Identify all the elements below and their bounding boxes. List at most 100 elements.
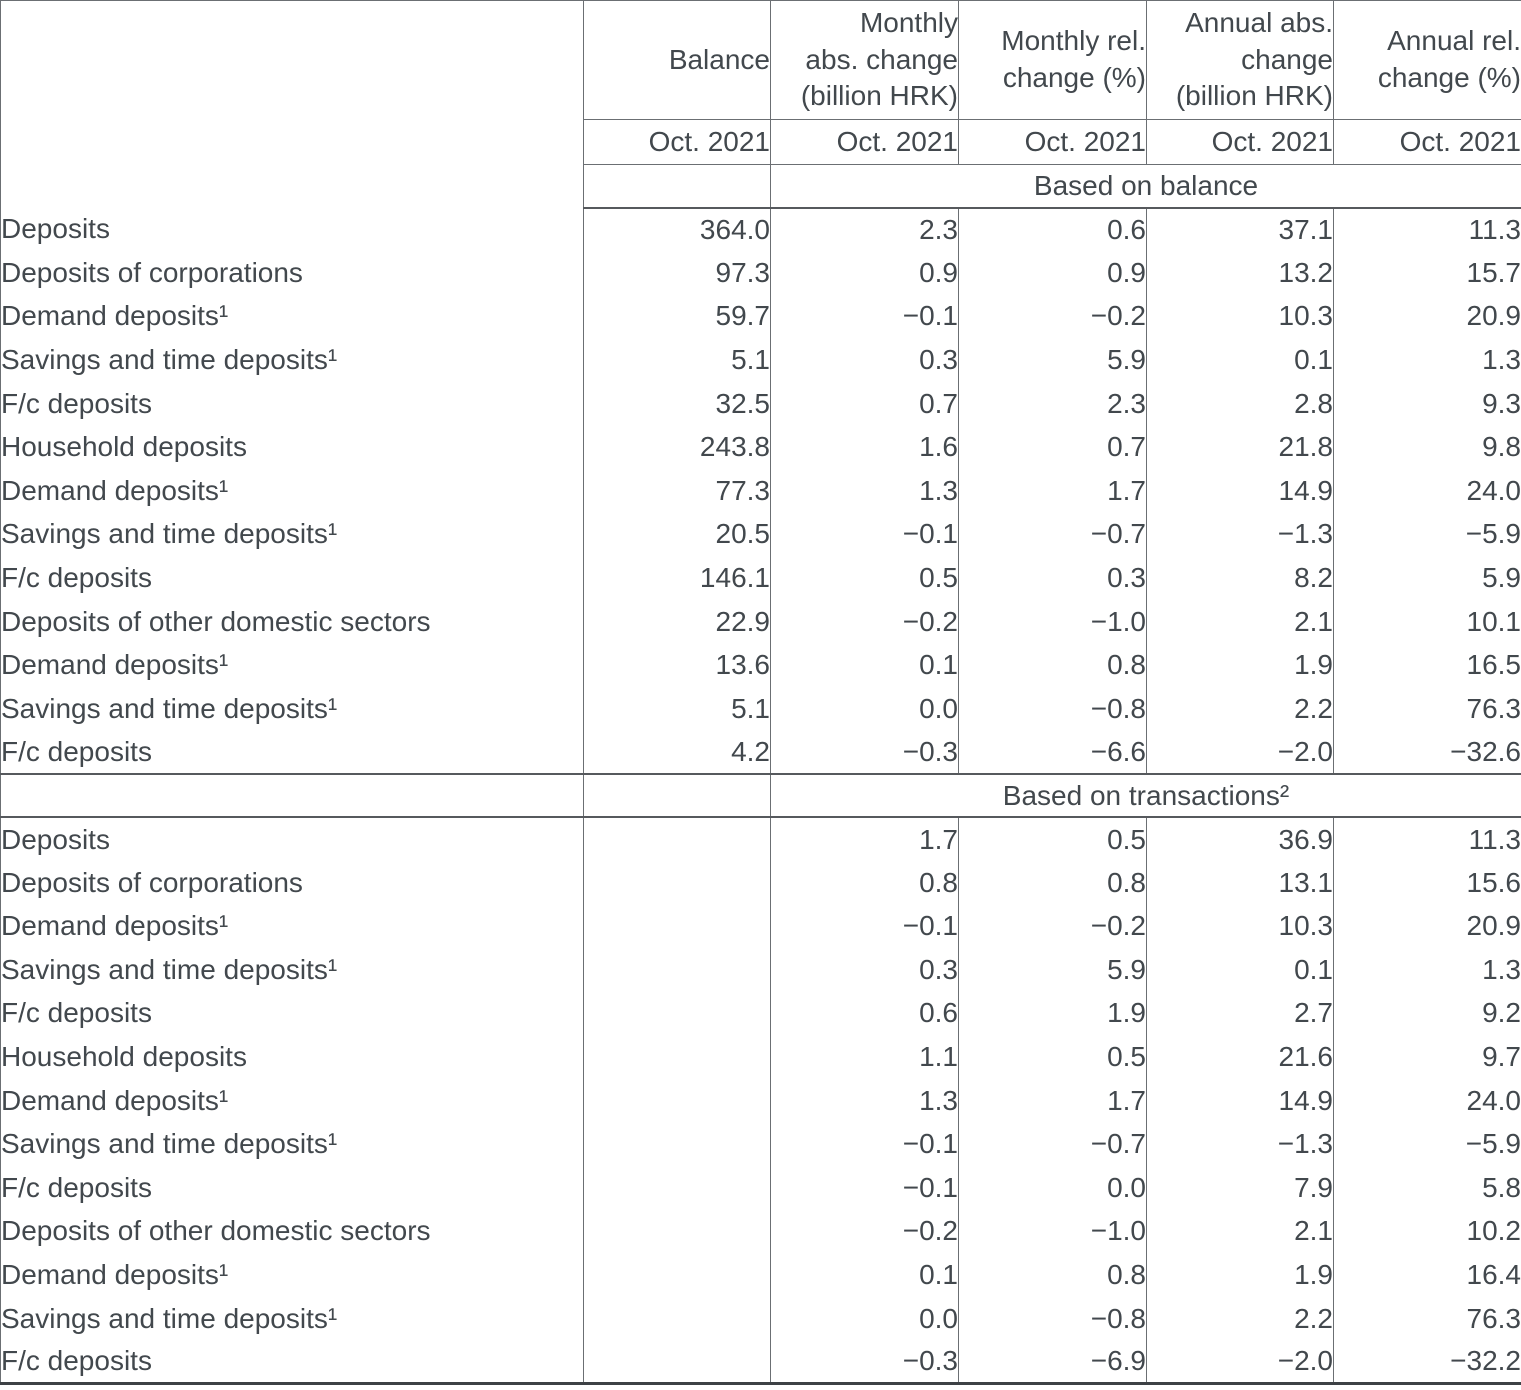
value-cell-annual-abs: 2.8 (1146, 381, 1334, 426)
value-cell-monthly-abs: −0.1 (770, 512, 959, 557)
value-cell-balance (583, 817, 771, 861)
value-cell-annual-rel: 24.0 (1333, 1078, 1521, 1123)
table-row: Deposits of corporations 0.8 0.8 13.1 15… (1, 860, 1521, 905)
table-row: Deposits of corporations 97.3 0.9 0.9 13… (1, 251, 1521, 295)
row-label: Demand deposits¹ (1, 300, 229, 332)
value-cell-annual-rel: 9.7 (1333, 1035, 1521, 1079)
value-cell-balance: 5.1 (583, 687, 771, 731)
value-cell-monthly-rel: −0.7 (958, 512, 1147, 557)
row-label: Demand deposits¹ (1, 649, 229, 681)
value-cell-annual-rel: 76.3 (1333, 687, 1521, 731)
value-cell-annual-rel: 9.3 (1333, 381, 1521, 426)
value-cell-annual-rel: 10.1 (1333, 599, 1521, 644)
period-cell: Oct. 2021 (1333, 119, 1521, 165)
value-cell-balance: 32.5 (583, 381, 771, 426)
blank-cell (583, 773, 771, 819)
value-cell-monthly-abs: 0.3 (770, 948, 959, 992)
row-label: Household deposits (1, 431, 247, 463)
period-cell: Oct. 2021 (583, 119, 771, 165)
value-cell-monthly-rel: −0.7 (958, 1122, 1147, 1166)
value-cell-annual-abs: 10.3 (1146, 294, 1334, 339)
row-label: Demand deposits¹ (1, 1258, 229, 1290)
table-row: Savings and time deposits¹ 20.5 −0.1 −0.… (1, 512, 1521, 557)
value-cell-annual-abs: 2.2 (1146, 1296, 1334, 1341)
value-cell-monthly-abs: 0.6 (770, 991, 959, 1036)
blank-cell (0, 773, 584, 819)
value-cell-balance (583, 1035, 771, 1079)
row-label: Deposits (1, 823, 110, 855)
period-cell: Oct. 2021 (958, 119, 1147, 165)
value-cell-balance (583, 1253, 771, 1297)
table-row: F/c deposits 32.5 0.7 2.3 2.8 9.3 (1, 381, 1521, 426)
table-row: Deposits of other domestic sectors −0.2 … (1, 1209, 1521, 1254)
value-cell-balance: 4.2 (583, 730, 771, 775)
value-cell-monthly-rel: 0.8 (958, 1253, 1147, 1297)
value-cell-monthly-abs: 1.1 (770, 1035, 959, 1079)
value-cell-monthly-rel: −6.9 (958, 1340, 1147, 1384)
table-row: Savings and time deposits¹ 0.3 5.9 0.1 1… (1, 948, 1521, 992)
value-cell-annual-rel: 16.5 (1333, 643, 1521, 688)
value-cell-monthly-abs: −0.3 (770, 730, 959, 775)
row-label: Deposits (1, 213, 110, 245)
value-cell-annual-abs: 0.1 (1146, 338, 1334, 382)
row-label: Deposits of other domestic sectors (1, 1215, 431, 1247)
row-label: Deposits of corporations (1, 866, 303, 898)
value-cell-monthly-rel: 2.3 (958, 381, 1147, 426)
value-cell-monthly-abs: −0.1 (770, 904, 959, 948)
table-row: Demand deposits¹ −0.1 −0.2 10.3 20.9 (1, 904, 1521, 948)
value-cell-monthly-abs: 0.8 (770, 860, 959, 905)
value-cell-annual-rel: 1.3 (1333, 948, 1521, 992)
value-cell-annual-rel: −5.9 (1333, 512, 1521, 557)
value-cell-balance: 243.8 (583, 425, 771, 470)
value-cell-balance (583, 991, 771, 1036)
value-cell-annual-abs: −1.3 (1146, 512, 1334, 557)
value-cell-monthly-abs: 0.9 (770, 251, 959, 295)
row-label: Savings and time deposits¹ (1, 953, 338, 985)
value-cell-annual-abs: −2.0 (1146, 1340, 1334, 1384)
value-cell-annual-rel: 16.4 (1333, 1253, 1521, 1297)
table-row: Demand deposits¹ 0.1 0.8 1.9 16.4 (1, 1253, 1521, 1297)
value-cell-annual-rel: 20.9 (1333, 294, 1521, 339)
value-cell-monthly-abs: −0.2 (770, 1209, 959, 1254)
row-label: Demand deposits¹ (1, 910, 229, 942)
value-cell-monthly-rel: 0.8 (958, 860, 1147, 905)
value-cell-annual-abs: 7.9 (1146, 1165, 1334, 1210)
value-cell-monthly-abs: −0.2 (770, 599, 959, 644)
row-label: F/c deposits (1, 1171, 152, 1203)
value-cell-monthly-rel: 5.9 (958, 338, 1147, 382)
value-cell-monthly-abs: 1.3 (770, 469, 959, 513)
row-label: Deposits of other domestic sectors (1, 605, 431, 637)
row-label: Savings and time deposits¹ (1, 344, 338, 376)
value-cell-monthly-abs: −0.3 (770, 1340, 959, 1384)
value-cell-annual-abs: 14.9 (1146, 1078, 1334, 1123)
value-cell-annual-rel: 20.9 (1333, 904, 1521, 948)
value-cell-balance: 20.5 (583, 512, 771, 557)
value-cell-balance (583, 948, 771, 992)
value-cell-annual-rel: 10.2 (1333, 1209, 1521, 1254)
column-header-annual-abs: Annual abs. change (billion HRK) (1146, 0, 1334, 120)
section-title-transactions: Based on transactions² (770, 773, 1521, 819)
row-label: Demand deposits¹ (1, 1084, 229, 1116)
value-cell-balance: 5.1 (583, 338, 771, 382)
value-cell-annual-abs: 10.3 (1146, 904, 1334, 948)
value-cell-balance: 146.1 (583, 556, 771, 600)
table-row: Demand deposits¹ 13.6 0.1 0.8 1.9 16.5 (1, 643, 1521, 688)
table-row: Savings and time deposits¹ −0.1 −0.7 −1.… (1, 1122, 1521, 1166)
value-cell-monthly-rel: −6.6 (958, 730, 1147, 775)
value-cell-monthly-rel: 0.9 (958, 251, 1147, 295)
value-cell-monthly-abs: 0.7 (770, 381, 959, 426)
value-cell-annual-rel: −32.2 (1333, 1340, 1521, 1384)
value-cell-balance: 364.0 (583, 207, 771, 252)
value-cell-monthly-abs: −0.1 (770, 294, 959, 339)
value-cell-annual-rel: −32.6 (1333, 730, 1521, 775)
value-cell-annual-abs: 2.2 (1146, 687, 1334, 731)
value-cell-balance: 77.3 (583, 469, 771, 513)
table-row: Deposits 364.0 2.3 0.6 37.1 11.3 (1, 207, 1521, 252)
table-row: F/c deposits 0.6 1.9 2.7 9.2 (1, 991, 1521, 1036)
value-cell-monthly-rel: 1.7 (958, 469, 1147, 513)
value-cell-annual-rel: 24.0 (1333, 469, 1521, 513)
table-row: F/c deposits −0.3 −6.9 −2.0 −32.2 (1, 1340, 1521, 1384)
value-cell-annual-abs: 37.1 (1146, 207, 1334, 252)
